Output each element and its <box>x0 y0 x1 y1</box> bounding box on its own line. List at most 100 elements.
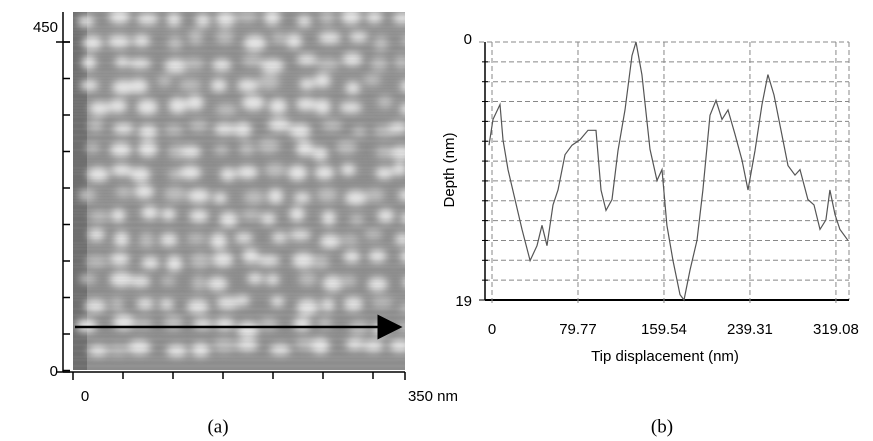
grain <box>188 120 209 132</box>
grain <box>89 101 110 116</box>
grain <box>402 278 405 287</box>
grain <box>109 297 125 311</box>
grain <box>392 12 405 24</box>
grain <box>234 232 254 243</box>
grain <box>211 252 234 267</box>
grain <box>288 229 312 241</box>
grain <box>401 36 405 46</box>
grain <box>182 57 205 71</box>
grain <box>107 35 131 48</box>
grain <box>109 271 134 288</box>
grain <box>108 99 128 113</box>
grain <box>296 15 312 27</box>
x-tick-label: 0 <box>488 321 496 338</box>
grain <box>260 58 285 73</box>
grain <box>343 250 361 263</box>
x-tick-label: 319.08 <box>813 321 859 338</box>
grain <box>298 272 318 287</box>
x-tick-label: 350 nm <box>408 388 458 405</box>
grain <box>400 250 405 263</box>
grain <box>78 273 97 285</box>
grain <box>84 299 107 313</box>
grain <box>129 275 151 288</box>
grain <box>114 56 130 68</box>
grain <box>268 98 288 114</box>
grain <box>320 298 336 312</box>
grain <box>375 146 393 159</box>
grain <box>257 138 280 154</box>
grain <box>314 165 335 180</box>
grain <box>349 31 368 42</box>
grain <box>351 126 367 137</box>
caption: (b) <box>651 416 673 437</box>
grain <box>77 15 95 27</box>
grain <box>400 213 405 224</box>
grain <box>187 189 211 203</box>
grain <box>234 295 250 306</box>
grain <box>190 342 211 357</box>
grain <box>370 56 388 72</box>
grain <box>257 73 280 90</box>
grain <box>318 32 342 44</box>
grain <box>161 208 176 221</box>
grain <box>264 162 286 178</box>
grain <box>316 57 340 71</box>
grain <box>180 145 202 159</box>
grain <box>219 212 238 228</box>
grain <box>399 103 405 115</box>
grain <box>314 73 331 88</box>
grain <box>271 32 286 44</box>
grain <box>209 232 228 249</box>
y-axis-label: Depth (nm) <box>441 132 458 207</box>
grain <box>109 142 132 157</box>
grain <box>394 233 405 245</box>
grain <box>314 99 331 115</box>
grain <box>212 192 228 204</box>
grain <box>166 344 188 357</box>
grain <box>370 297 394 308</box>
grain <box>212 338 236 353</box>
grain <box>87 167 110 182</box>
grain <box>377 209 395 223</box>
grain <box>243 190 265 204</box>
grain <box>368 249 387 263</box>
grain <box>137 141 158 157</box>
grain <box>269 344 291 355</box>
grain <box>339 102 363 113</box>
grain <box>288 123 311 139</box>
grain <box>236 165 259 179</box>
x-tick-label: 239.31 <box>727 321 773 338</box>
grain <box>389 339 405 353</box>
grain <box>295 140 314 157</box>
grain <box>108 344 129 356</box>
grain <box>373 35 389 52</box>
grain <box>335 140 358 155</box>
grain <box>367 277 388 292</box>
grain <box>215 30 235 44</box>
grain <box>128 78 149 94</box>
grain <box>215 104 238 116</box>
grain <box>185 233 207 244</box>
grain <box>85 255 108 267</box>
grain <box>213 144 230 156</box>
grain <box>363 340 384 352</box>
grain <box>138 124 158 139</box>
grain <box>365 12 383 24</box>
grain <box>211 59 232 72</box>
x-axis-label: Tip displacement (nm) <box>591 348 739 365</box>
grain <box>163 186 187 201</box>
grain <box>242 248 260 264</box>
grain <box>296 54 318 66</box>
grain <box>267 118 291 132</box>
grain <box>388 122 405 134</box>
grain <box>310 337 330 354</box>
grain <box>398 189 405 201</box>
grain <box>134 184 155 199</box>
grain <box>168 97 188 114</box>
grain <box>82 36 103 50</box>
grain <box>265 274 280 286</box>
grain <box>164 58 188 74</box>
grain <box>195 13 211 27</box>
grain <box>167 35 183 51</box>
grain <box>210 79 228 92</box>
